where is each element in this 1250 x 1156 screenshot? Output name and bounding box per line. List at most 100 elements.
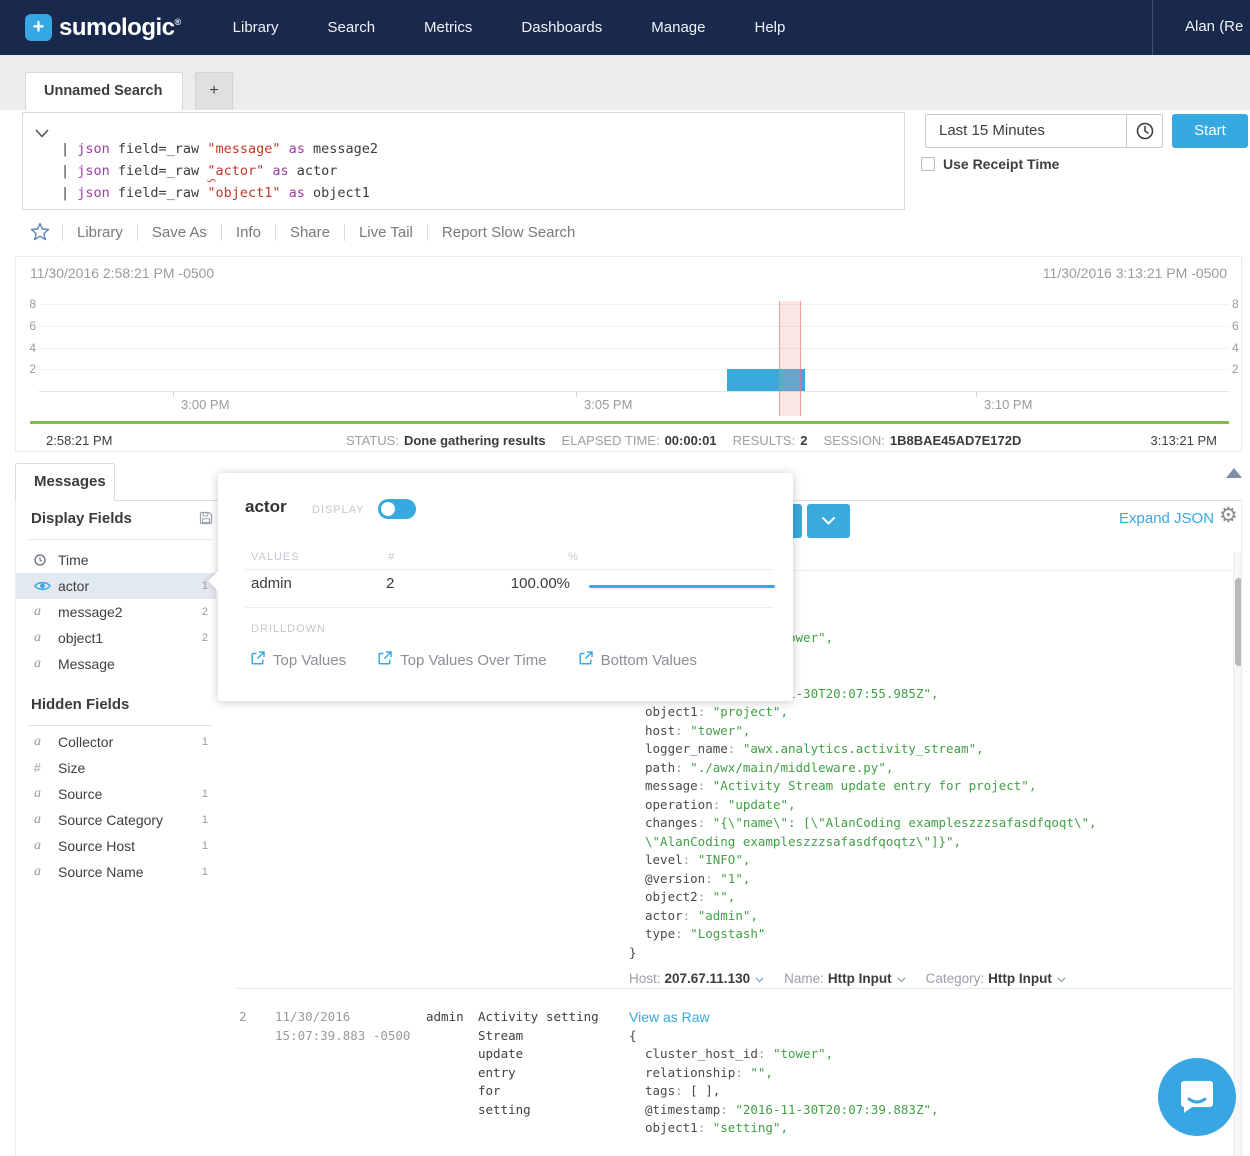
json-line: tags: [ ], (645, 1083, 721, 1098)
pct-bar (589, 585, 775, 588)
sidebar-field-message2[interactable]: a message2 2 (16, 599, 216, 625)
sidebar-field-source-host[interactable]: a Source Host 1 (16, 833, 216, 859)
top-nav: + sumologic® Library Search Metrics Dashboa… (0, 0, 1250, 55)
status-item: RESULTS: 2 (732, 433, 808, 448)
chevron-down-icon[interactable] (1057, 977, 1066, 983)
chevron-down-icon[interactable] (755, 977, 764, 983)
use-receipt-time[interactable]: Use Receipt Time (921, 156, 1059, 172)
time-selection-band[interactable] (779, 301, 801, 416)
query-line[interactable]: | json field=_raw "actor" as actor (61, 163, 338, 179)
json-line: message: "Activity Stream update entry f… (645, 778, 1037, 793)
status-end-time: 3:13:21 PM (1150, 433, 1218, 448)
scrollbar-thumb[interactable] (1235, 578, 1241, 666)
nav-item-library[interactable]: Library (232, 19, 279, 36)
nav-item-search[interactable]: Search (327, 19, 376, 36)
gridline (39, 326, 1229, 327)
row-object1: setting (546, 1009, 599, 1024)
sidebar-field-actor[interactable]: actor 1 (16, 573, 216, 599)
gridline (39, 304, 1229, 305)
logo-plus-icon: + (25, 14, 52, 41)
collapse-query-icon[interactable] (35, 125, 49, 143)
favorite-star-icon[interactable] (30, 222, 50, 242)
status-item: ELAPSED TIME: 00:00:01 (561, 433, 717, 448)
time-range-input[interactable]: Last 15 Minutes (925, 114, 1163, 148)
field-label: Time (58, 552, 89, 568)
nav-item-help[interactable]: Help (754, 19, 786, 36)
chat-bubble-icon (1181, 1081, 1213, 1113)
toolbar-item-live-tail[interactable]: Live Tail (343, 223, 427, 241)
tab-messages[interactable]: Messages (15, 463, 115, 501)
json-line: object1: "setting", (645, 1120, 789, 1135)
json-line: relationship: "", (645, 1064, 773, 1080)
chevron-down-icon[interactable] (897, 977, 906, 983)
toolbar-item-info[interactable]: Info (220, 223, 275, 241)
external-link-icon (251, 651, 265, 669)
json-line: \"AlanCoding exampleszzzsafasdfqoqtz\"]}… (645, 833, 962, 849)
string-field-icon: a (34, 812, 41, 827)
sidebar-field-size[interactable]: # Size (16, 755, 216, 781)
value-cell[interactable]: admin (251, 575, 292, 592)
sidebar-field-message[interactable]: a Message (16, 651, 216, 677)
metadata-item[interactable]: Host: 207.67.11.130 (629, 971, 764, 986)
sidebar-field-time[interactable]: Time (16, 547, 216, 573)
gear-icon[interactable]: ⚙ (1219, 504, 1238, 527)
histogram-bar[interactable] (727, 369, 805, 391)
query-line[interactable]: | json field=_raw "message" as message2 (61, 141, 379, 157)
scrollbar[interactable] (1233, 552, 1241, 1156)
sidebar-divider (29, 539, 211, 540)
new-tab-button[interactable]: + (195, 72, 233, 110)
row-divider (236, 988, 1234, 989)
sidebar-field-object1[interactable]: a object1 2 (16, 625, 216, 651)
field-count: 1 (201, 866, 208, 878)
sidebar-divider2 (29, 725, 211, 726)
expand-json-link[interactable]: Expand JSON (1119, 510, 1215, 527)
field-label: Message (58, 656, 115, 672)
row-body: View as Raw {cluster_host_id: "tower", rel… (629, 1008, 939, 1138)
sidebar-field-source[interactable]: a Source 1 (16, 781, 216, 807)
drilldown-link-bottom-values[interactable]: Bottom Values (579, 651, 697, 669)
string-field-icon: a (34, 656, 41, 671)
json-line: } (629, 944, 637, 960)
json-line: path: "./awx/main/middleware.py", (645, 759, 894, 775)
pct-column-header: % (568, 551, 579, 563)
toolbar-item-report-slow-search[interactable]: Report Slow Search (426, 223, 589, 241)
tab-unnamed-search[interactable]: Unnamed Search (25, 72, 183, 110)
sidebar-field-collector[interactable]: a Collector 1 (16, 729, 216, 755)
nav-item-dashboards[interactable]: Dashboards (521, 19, 603, 36)
field-count: 2 (201, 606, 208, 618)
sidebar-field-source-name[interactable]: a Source Name 1 (16, 859, 216, 885)
nav-menu: Library Search Metrics Dashboards Manage Help (233, 19, 786, 36)
string-field-icon: a (34, 838, 41, 853)
field-count: 1 (201, 580, 208, 592)
save-fields-icon[interactable] (199, 511, 213, 530)
nav-item-metrics[interactable]: Metrics (424, 19, 473, 36)
display-toggle[interactable] (378, 499, 416, 519)
sidebar-field-source-category[interactable]: a Source Category 1 (16, 807, 216, 833)
metadata-item[interactable]: Category: Http Input (926, 971, 1066, 986)
collapse-panel-icon[interactable] (1226, 468, 1242, 478)
query-text[interactable]: | json field=_raw "message" as message2 |… (61, 138, 378, 204)
drilldown-link-top-values[interactable]: Top Values (251, 651, 346, 669)
toolbar-item-library[interactable]: Library (62, 223, 137, 241)
row-actor: admin (426, 1009, 464, 1024)
chat-widget-button[interactable] (1158, 1058, 1236, 1136)
sumologic-logo[interactable]: + sumologic® (25, 14, 181, 42)
query-line[interactable]: | json field=_raw "object1" as object1 (61, 185, 370, 201)
start-button[interactable]: Start (1172, 114, 1248, 148)
time-picker-button[interactable] (1126, 115, 1162, 147)
drilldown-link-top-values-over-time[interactable]: Top Values Over Time (378, 651, 547, 669)
nav-item-manage[interactable]: Manage (651, 19, 706, 36)
user-menu[interactable]: Alan (Re (1185, 18, 1244, 35)
x-axis (39, 391, 1229, 392)
message-view-dropdown[interactable] (807, 504, 850, 538)
toolbar-item-share[interactable]: Share (274, 223, 344, 241)
row-time: 11/30/2016 15:07:39.883 -0500 (275, 1009, 411, 1043)
json-line: object2: "", (645, 889, 736, 904)
receipt-checkbox[interactable] (921, 157, 935, 171)
toolbar-item-save-as[interactable]: Save As (136, 223, 221, 241)
view-as-raw-link[interactable]: View as Raw (629, 1009, 710, 1025)
query-editor[interactable]: | json field=_raw "message" as message2 |… (22, 112, 905, 210)
metadata-item[interactable]: Name: Http Input (784, 971, 906, 986)
json-line: @timestamp: "2016-11-30T20:07:39.883Z", (645, 1101, 939, 1117)
field-label: Source (58, 786, 103, 802)
